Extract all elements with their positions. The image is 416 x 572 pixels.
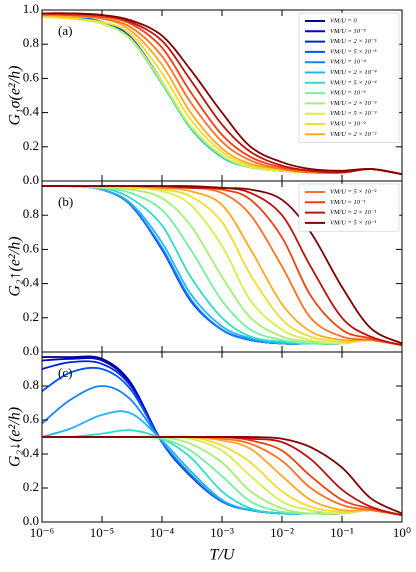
y-tick-label: 0.2 xyxy=(23,479,39,494)
legend-label: VM/U = 10⁻⁵ xyxy=(330,28,366,35)
y-tick-label: 0.4 xyxy=(23,104,40,119)
y-tick-label: 0.6 xyxy=(23,69,40,84)
y-tick-label: 0.4 xyxy=(23,275,40,290)
x-tick-label: 10⁻¹ xyxy=(330,525,354,540)
y-axis-label: G₁σ(e²/h) xyxy=(7,65,24,125)
y-tick-label: 0.4 xyxy=(23,445,40,460)
legend-label: VM/U = 2 × 10⁻¹ xyxy=(330,209,376,216)
y-tick-label: 0.6 xyxy=(23,411,40,426)
legend-label: VM/U = 5 × 10⁻² xyxy=(330,188,377,195)
x-tick-label: 10⁻⁵ xyxy=(90,525,114,540)
x-axis-label: T/U xyxy=(210,547,236,564)
legend-label: VM/U = 2 × 10⁻³ xyxy=(330,100,377,107)
panel-label: (a) xyxy=(58,23,72,38)
legend-label: VM/U = 0 xyxy=(330,17,358,24)
panel-label: (b) xyxy=(58,194,73,209)
y-tick-label: 0.0 xyxy=(23,172,39,187)
curve xyxy=(42,435,402,515)
y-tick-label: 0.8 xyxy=(23,377,39,392)
legend-label: VM/U = 5 × 10⁻¹ xyxy=(330,219,376,226)
y-tick-label: 0.6 xyxy=(23,240,40,255)
y-axis-label: G₂↓(e²/h) xyxy=(7,407,24,467)
y-axis-label: G₂↑(e²/h) xyxy=(7,236,24,296)
x-tick-label: 10⁻⁴ xyxy=(150,525,175,540)
x-tick-label: 10⁻³ xyxy=(210,525,234,540)
y-tick-label: 0.2 xyxy=(23,138,39,153)
y-tick-label: 1.0 xyxy=(23,1,39,16)
y-tick-label: 0.8 xyxy=(23,35,39,50)
x-tick-label: 10⁻⁶ xyxy=(30,525,54,540)
y-tick-label: 0.0 xyxy=(23,343,39,358)
legend-label: VM/U = 10⁻¹ xyxy=(330,199,365,206)
legend-label: VM/U = 10⁻⁴ xyxy=(330,59,366,66)
legend-label: VM/U = 10⁻³ xyxy=(330,90,366,97)
y-tick-label: 0.8 xyxy=(23,206,39,221)
x-tick-label: 10⁰ xyxy=(393,525,411,540)
y-tick-label: 0.2 xyxy=(23,309,39,324)
legend-box xyxy=(298,12,400,143)
legend-label: VM/U = 5 × 10⁻³ xyxy=(330,110,377,117)
panel-label: (c) xyxy=(58,365,72,380)
legend-label: VM/U = 2 × 10⁻⁴ xyxy=(330,69,377,76)
legend-label: VM/U = 5 × 10⁻⁴ xyxy=(330,79,377,86)
x-tick-label: 10⁻² xyxy=(270,525,294,540)
y-tick-label: 0.0 xyxy=(23,513,39,528)
legend-label: VM/U = 2 × 10⁻⁵ xyxy=(330,38,377,45)
legend-label: VM/U = 2 × 10⁻² xyxy=(330,131,377,138)
legend-label: VM/U = 5 × 10⁻⁵ xyxy=(330,48,377,55)
legend-label: VM/U = 10⁻² xyxy=(330,120,366,127)
